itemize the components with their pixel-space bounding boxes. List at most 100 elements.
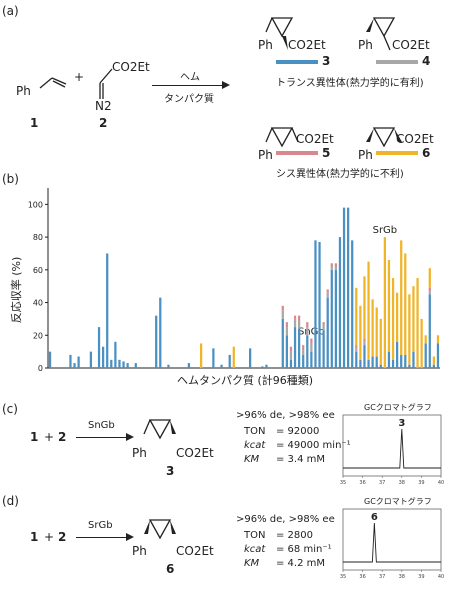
bar-segment-69-series-1 (326, 297, 329, 368)
bar-segment-74-series-1 (347, 207, 350, 368)
cyclopropane-structures (265, 17, 402, 148)
bar-segment-76-series-1 (355, 351, 358, 368)
y-axis-label: 反応収率 (%) (9, 257, 23, 324)
arrow-top-label: ヘム (180, 72, 200, 83)
bar-segment-82-series-1 (379, 364, 382, 368)
d-ton-label: TON (244, 530, 266, 541)
gc-trace (343, 522, 441, 563)
gc-tick-label: 36 (359, 480, 365, 486)
cis-isomer-label: シス異性体(熱力学的に不利) (276, 169, 404, 180)
bar-segment-81-series-4 (375, 307, 378, 357)
bar-segment-63-series-3 (302, 345, 305, 350)
gc-frame (342, 508, 442, 571)
bar-segment-66-series-1 (314, 240, 317, 368)
styrene-ph-label: Ph (16, 84, 31, 98)
bar-segment-62-series-2 (298, 320, 301, 329)
bar-segment-78-series-2 (363, 341, 366, 346)
bar-segment-81-series-1 (375, 356, 378, 368)
bar-segment-64-series-1 (306, 335, 309, 368)
bar-segment-86-series-4 (396, 292, 399, 342)
yield-bar-chart: 0 20 40 60 80 100 SnGb SrGb 反応収率 (%) ヘムタンパク質 (計… (9, 188, 440, 387)
d-selectivity: >96% de, >98% ee (236, 514, 335, 525)
gc-tick-label: 40 (438, 480, 444, 486)
bar-segment-76-series-3 (355, 345, 358, 349)
bar-segment-76-series-4 (355, 287, 358, 346)
styrene-structure (39, 77, 67, 89)
diazo-n2-label: N2 (95, 99, 112, 113)
bar-segment-75-series-1 (351, 240, 354, 368)
bar-segment-41-series-1 (212, 348, 215, 368)
bar-segment-8-series-1 (77, 356, 80, 368)
c-gc-title: GCクロマトグラフ (364, 403, 432, 412)
bar-segment-93-series-1 (424, 343, 427, 368)
bar-segment-38-series-4 (200, 343, 203, 368)
y-tick-label: 0 (38, 364, 43, 373)
gc-tick-label: 40 (438, 574, 444, 580)
d-km-label: KM (244, 558, 260, 569)
product-3-number: 3 (322, 54, 331, 68)
product-6-ester: CO2Et (396, 132, 434, 146)
y-tick-label: 100 (28, 200, 43, 209)
bar-segment-63-series-1 (302, 354, 305, 368)
bar-segment-59-series-2 (285, 327, 288, 336)
bar-segment-69-series-2 (326, 292, 329, 298)
c-ester: CO2Et (176, 446, 214, 460)
y-tick-label: 80 (33, 233, 43, 242)
bar-segment-76-series-2 (355, 348, 358, 352)
bar-segment-72-series-1 (338, 237, 342, 368)
bar-segment-70-series-3 (330, 263, 333, 267)
bar-segment-68-series-1 (322, 330, 325, 368)
product-3-ester: CO2Et (288, 38, 326, 52)
c-kcat-value: = 49000 min⁻¹ (276, 440, 351, 451)
bar-segment-61-series-2 (293, 318, 297, 328)
annotation-srgb: SrGb (373, 225, 398, 236)
d-kcat-label: kcat (244, 544, 266, 555)
bar-segment-84-series-4 (387, 260, 391, 352)
bar-segment-68-series-3 (322, 322, 325, 326)
d-gc-chromatogram: 35 36 37 38 39 40 6 (340, 508, 444, 580)
bar-segment-70-series-2 (330, 266, 333, 270)
c-reaction-arrow (76, 437, 128, 438)
y-tick-label: 40 (33, 299, 43, 308)
bar-segment-30-series-1 (167, 364, 170, 368)
bar-segment-89-series-4 (408, 294, 411, 365)
arrow-bottom-label: タンパク質 (164, 94, 214, 105)
reaction-arrow (152, 85, 224, 86)
product-5-ph: Ph (258, 148, 273, 162)
bar-segment-91-series-4 (416, 278, 419, 368)
panel-label-c: (c) (2, 402, 18, 416)
product-4-ph: Ph (358, 38, 373, 52)
bar-segment-6-series-1 (69, 354, 72, 368)
c-plus: + (44, 430, 55, 444)
bar-segment-58-series-1 (281, 318, 284, 368)
bar-segment-87-series-1 (400, 354, 403, 368)
bar-segment-13-series-1 (97, 327, 101, 368)
gc-tick-label: 37 (379, 480, 385, 486)
bar-segment-59-series-3 (285, 322, 288, 328)
gc-tick-label: 35 (340, 574, 346, 580)
product-4-number: 4 (422, 54, 431, 68)
legend-swatch-4 (376, 60, 418, 64)
bar-segment-73-series-1 (342, 207, 346, 368)
bar-segment-78-series-3 (363, 338, 366, 342)
bar-segment-84-series-1 (387, 351, 391, 368)
gc-peak-label: 6 (371, 512, 378, 523)
bar-segment-71-series-3 (334, 263, 337, 267)
d-ph: Ph (132, 544, 147, 558)
bar-segment-63-series-2 (302, 350, 305, 355)
d-reactant-1: 1 (30, 530, 39, 544)
bar-segment-61-series-1 (293, 327, 297, 368)
gc-tick-label: 38 (399, 480, 405, 486)
bar-segment-64-series-2 (306, 327, 309, 336)
reaction-arrowhead (222, 81, 230, 89)
bar-segment-15-series-1 (106, 253, 109, 368)
annotation-sngb: SnGb (298, 327, 325, 338)
panel-label-a: (a) (2, 4, 19, 18)
bar-segment-58-series-2 (281, 310, 284, 319)
bar-segment-78-series-1 (363, 345, 366, 368)
bar-segment-18-series-1 (118, 359, 121, 368)
bar-segment-88-series-4 (404, 253, 407, 355)
d-plus: + (44, 530, 55, 544)
x-axis-label: ヘムタンパク質 (計96種類) (177, 373, 313, 387)
bar-segment-94-series-1 (428, 294, 431, 368)
